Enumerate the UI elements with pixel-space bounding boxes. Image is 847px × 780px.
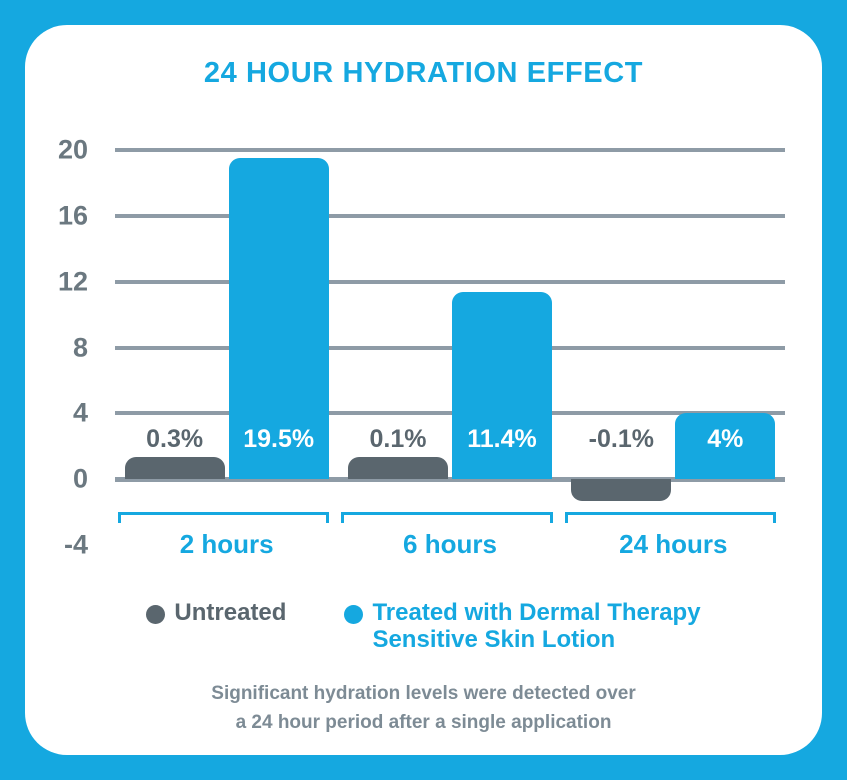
bar-value-label: 19.5% (243, 425, 315, 454)
legend-label-treated: Treated with Dermal Therapy Sensitive Ski… (372, 599, 701, 654)
chart-card: 24 HOUR HYDRATION EFFECT 20 16 12 8 4 0 -4 0.3%… (25, 25, 822, 755)
y-axis-tick-label: -4 (63, 529, 88, 560)
category-bracket (564, 512, 776, 523)
category-bracket (118, 512, 330, 523)
legend-dot-treated-icon (344, 605, 364, 624)
y-axis-tick-label: 20 (57, 134, 88, 165)
bar-value-label: 0.3% (146, 425, 204, 454)
caption-line-1: Significant hydration levels were detect… (211, 683, 636, 704)
bar-untreated (348, 457, 448, 480)
bar-value-label: 0.1% (369, 425, 427, 454)
gridline (115, 279, 785, 284)
y-axis-tick-label: 12 (57, 266, 88, 297)
zero-axis-line (115, 477, 785, 483)
legend-label-untreated: Untreated (174, 599, 287, 626)
legend-item-untreated: Untreated (146, 599, 287, 627)
legend-label-treated-line1: Treated with Dermal Therapy (372, 599, 701, 626)
chart-plot-area: 20 16 12 8 4 0 -4 0.3% 19.5% 2 hours 0.1% 11.4% 6 ho… (58, 135, 785, 560)
y-axis-tick-label: 16 (57, 200, 88, 231)
page-title: 24 HOUR HYDRATION EFFECT (203, 57, 644, 89)
y-axis-tick-label: 4 (72, 397, 88, 428)
chart-caption: Significant hydration levels were detect… (25, 680, 822, 737)
category-bracket (341, 512, 553, 523)
x-axis-category-label: 6 hours (403, 529, 497, 559)
bar-treated (675, 413, 776, 480)
gridline (115, 345, 785, 350)
x-axis-category-label: 2 hours (179, 529, 274, 559)
bar-value-label: -0.1% (588, 425, 654, 454)
caption-line-2: a 24 hour period after a single applicat… (235, 711, 612, 733)
gridline (115, 213, 785, 218)
bar-untreated (124, 457, 225, 480)
x-axis-category-label: 24 hours (619, 529, 728, 559)
y-axis-tick-label: 8 (72, 332, 88, 362)
gridline (115, 411, 785, 416)
chart-legend: Untreated Treated with Dermal Therapy Sen… (25, 599, 822, 654)
bar-treated (452, 291, 552, 480)
bar-value-label: 4% (707, 425, 744, 454)
bar-treated (228, 158, 329, 480)
legend-dot-untreated-icon (146, 605, 166, 624)
legend-label-treated-line2: Sensitive Skin Lotion (372, 625, 616, 653)
y-axis-tick-label: 0 (72, 463, 88, 494)
legend-item-treated: Treated with Dermal Therapy Sensitive Ski… (344, 599, 701, 654)
bar-value-label: 11.4% (467, 425, 537, 454)
gridline (115, 148, 785, 152)
bar-untreated (571, 479, 672, 502)
